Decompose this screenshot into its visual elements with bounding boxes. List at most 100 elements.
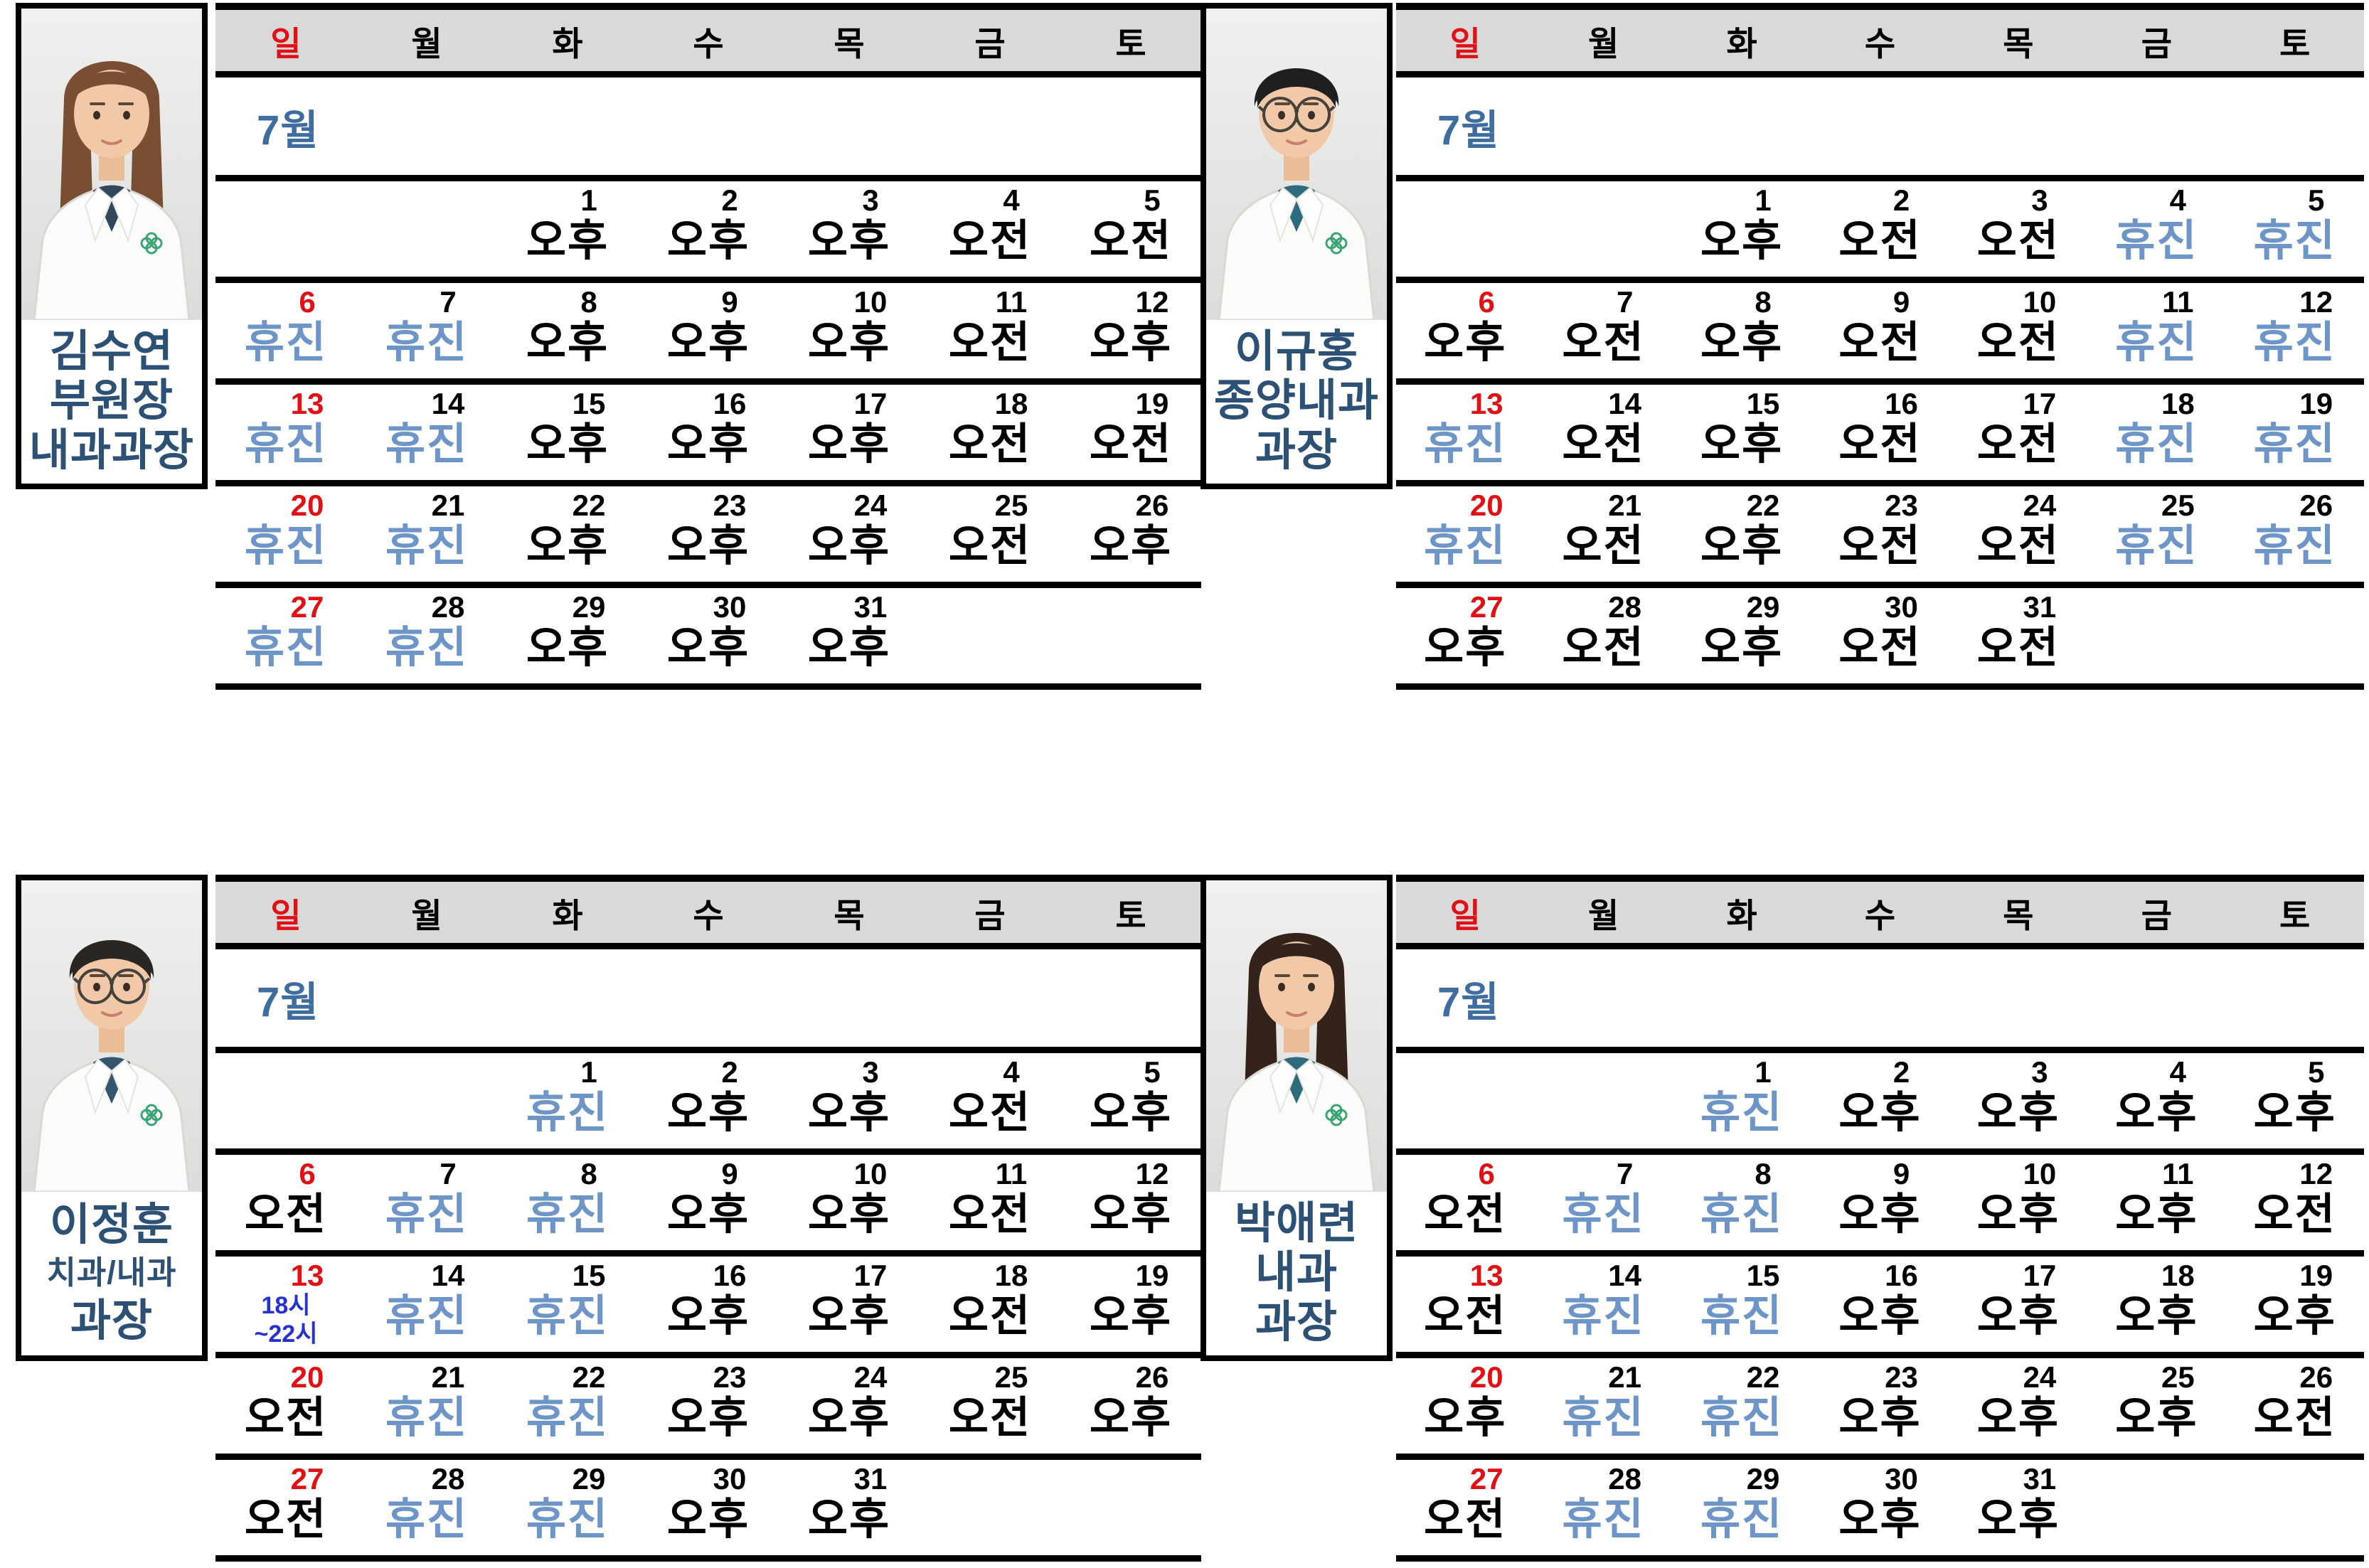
day-number: 14 (1608, 1259, 1641, 1292)
weekday-label: 월 (411, 896, 442, 934)
day-cell: 20 휴진 (1396, 486, 1534, 582)
day-cell: 21 휴진 (356, 1358, 497, 1454)
day-cell: 9 오후 (638, 1155, 779, 1250)
day-number: 30 (1885, 590, 1918, 624)
month-label: 7월 (1437, 107, 1500, 154)
schedule-label: 오전 (2253, 1190, 2336, 1239)
day-cell: 19 오후 (2226, 1257, 2364, 1352)
doctor-name-line: 과장 (1255, 425, 1338, 475)
day-cell: 1 휴진 (497, 1053, 638, 1148)
face-features (1274, 974, 1319, 1017)
day-number: 23 (713, 489, 747, 522)
schedule-label: 휴진 (1562, 1495, 1645, 1544)
day-number: 27 (290, 590, 324, 624)
day-cell: 14 오전 (1534, 385, 1672, 480)
week-row: 1 오후 2 오후 3 오후 4 오전 5 오전 (215, 181, 1201, 283)
day-number: 5 (1144, 183, 1161, 217)
schedule-label: 오전 (1562, 521, 1645, 570)
doctor-name: 박애련 내과 과장 (1206, 1192, 1387, 1354)
day-cell: 19 오전 (1060, 385, 1201, 480)
day-number: 31 (2023, 1462, 2057, 1495)
weekday-label: 금 (974, 24, 1006, 63)
empty-cell (215, 181, 356, 277)
day-cell: 8 휴진 (1673, 1155, 1811, 1250)
day-cell: 4 휴진 (2087, 181, 2225, 277)
day-number: 10 (2023, 285, 2057, 319)
glasses-icon (1257, 97, 1336, 132)
schedule-label: 오후 (807, 420, 891, 469)
doctor-photo (1206, 880, 1387, 1192)
schedule-label: 휴진 (2253, 420, 2336, 469)
schedule-label: 오후 (666, 1190, 750, 1239)
day-number: 22 (1746, 489, 1780, 522)
schedule-label: 오전 (1976, 521, 2060, 570)
empty-cell (920, 588, 1060, 683)
schedule-label: 휴진 (2253, 216, 2336, 265)
day-cell: 6 오후 (1396, 283, 1534, 378)
day-number: 19 (2299, 387, 2333, 420)
schedule-label: 오후 (807, 1495, 891, 1544)
day-number: 29 (1746, 1462, 1780, 1495)
doctor-avatar (21, 9, 202, 320)
day-number: 26 (2299, 1360, 2333, 1394)
weekday-label: 일 (270, 24, 302, 63)
schedule-label: 오전 (1424, 1190, 1507, 1239)
schedule-label: 휴진 (526, 1190, 609, 1239)
schedule-label: 오후 (807, 216, 891, 265)
schedule-label: 오후 (2253, 1088, 2336, 1137)
day-cell: 3 오전 (1949, 181, 2087, 277)
doctor-card: 이정훈 치과/내과 과장 (16, 875, 208, 1361)
day-cell: 14 휴진 (356, 385, 497, 480)
day-cell: 9 오전 (1811, 283, 1949, 378)
schedule-label: 오전 (948, 216, 1032, 265)
day-number: 29 (1746, 590, 1780, 624)
day-number: 14 (431, 1259, 465, 1292)
day-cell: 7 휴진 (1534, 1155, 1672, 1250)
schedule-label: 오후 (807, 521, 891, 570)
schedule-label: 오후 (1700, 420, 1784, 469)
day-number: 5 (1144, 1055, 1161, 1089)
day-cell: 28 오전 (1534, 588, 1672, 683)
day-number: 25 (2161, 1360, 2195, 1394)
day-number: 14 (431, 387, 465, 420)
day-number: 19 (1135, 387, 1169, 420)
day-number: 19 (2299, 1259, 2333, 1292)
day-cell: 30 오전 (1811, 588, 1949, 683)
day-number: 12 (1135, 285, 1169, 319)
schedule-label: 오후 (1838, 1088, 1922, 1137)
day-cell: 15 오후 (1673, 385, 1811, 480)
day-cell: 1 오후 (1673, 181, 1811, 277)
day-cell: 2 오후 (1811, 1053, 1949, 1148)
day-cell: 22 휴진 (497, 1358, 638, 1454)
week-row: 13 18시 ~22시 14 휴진 15 휴진 16 오후 17 오후 18 오전 19 오후 (215, 1257, 1201, 1358)
day-number: 14 (1608, 387, 1641, 420)
schedule-label: 휴진 (244, 420, 328, 469)
weekday-label: 토 (2279, 24, 2311, 63)
doctor-name-line: 이규홍 (1234, 326, 1359, 376)
doctor-avatar (21, 880, 202, 1192)
schedule-label: 오후 (526, 420, 609, 469)
day-cell: 9 오후 (638, 283, 779, 378)
day-number: 27 (1469, 1462, 1503, 1495)
day-number: 9 (1892, 1157, 1910, 1190)
day-number: 8 (580, 1157, 597, 1190)
schedule-label: 오전 (1976, 318, 2060, 367)
schedule-label: 휴진 (2115, 521, 2198, 570)
schedule-label: 휴진 (385, 623, 469, 672)
week-row: 1 오후 2 오전 3 오전 4 휴진 5 휴진 (1396, 181, 2364, 283)
day-number: 6 (1478, 285, 1495, 319)
day-cell: 31 오전 (1949, 588, 2087, 683)
day-number: 4 (2169, 1055, 2187, 1089)
schedule-label: 오후 (526, 318, 609, 367)
schedule-label: 오후 (666, 318, 750, 367)
day-cell: 13 휴진 (215, 385, 356, 480)
schedule-label: 18시 ~22시 (254, 1292, 318, 1348)
day-cell: 7 휴진 (356, 1155, 497, 1250)
day-cell: 24 오후 (1949, 1358, 2087, 1454)
day-number: 20 (290, 1360, 324, 1394)
schedule-label: 오전 (1976, 420, 2060, 469)
schedule-label: 오후 (666, 1088, 750, 1137)
day-number: 28 (431, 590, 465, 624)
